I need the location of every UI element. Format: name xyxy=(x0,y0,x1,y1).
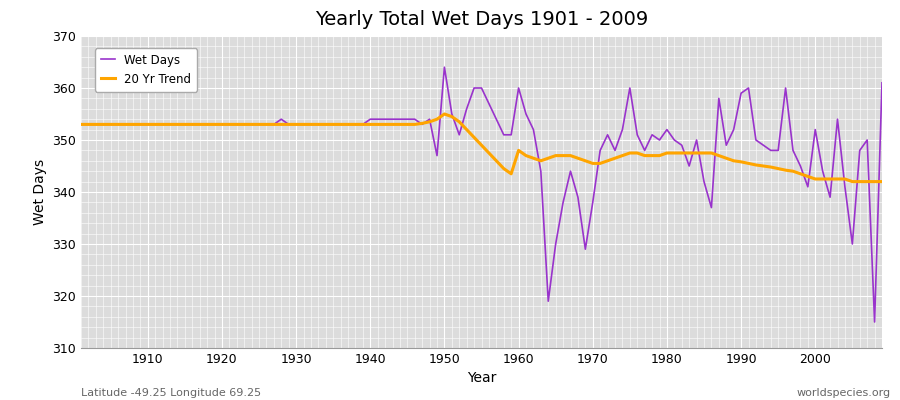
Wet Days xyxy=(439,65,450,70)
Wet Days xyxy=(135,122,146,127)
Wet Days xyxy=(520,112,531,116)
20 Yr Trend xyxy=(76,122,86,127)
Y-axis label: Wet Days: Wet Days xyxy=(32,159,47,225)
20 Yr Trend xyxy=(298,122,309,127)
Wet Days xyxy=(76,122,86,127)
Legend: Wet Days, 20 Yr Trend: Wet Days, 20 Yr Trend xyxy=(94,48,197,92)
Text: Latitude -49.25 Longitude 69.25: Latitude -49.25 Longitude 69.25 xyxy=(81,388,261,398)
20 Yr Trend xyxy=(439,112,450,116)
20 Yr Trend xyxy=(847,179,858,184)
20 Yr Trend xyxy=(513,148,524,153)
Wet Days xyxy=(877,80,887,85)
X-axis label: Year: Year xyxy=(467,372,496,386)
Title: Yearly Total Wet Days 1901 - 2009: Yearly Total Wet Days 1901 - 2009 xyxy=(315,10,648,29)
20 Yr Trend xyxy=(135,122,146,127)
20 Yr Trend xyxy=(520,153,531,158)
20 Yr Trend xyxy=(343,122,354,127)
Wet Days xyxy=(609,148,620,153)
Text: worldspecies.org: worldspecies.org xyxy=(796,388,891,398)
Wet Days xyxy=(343,122,354,127)
20 Yr Trend xyxy=(877,179,887,184)
Line: 20 Yr Trend: 20 Yr Trend xyxy=(81,114,882,182)
Wet Days xyxy=(298,122,309,127)
20 Yr Trend xyxy=(609,156,620,161)
Line: Wet Days: Wet Days xyxy=(81,67,882,322)
Wet Days xyxy=(869,320,880,324)
Wet Days xyxy=(513,86,524,90)
